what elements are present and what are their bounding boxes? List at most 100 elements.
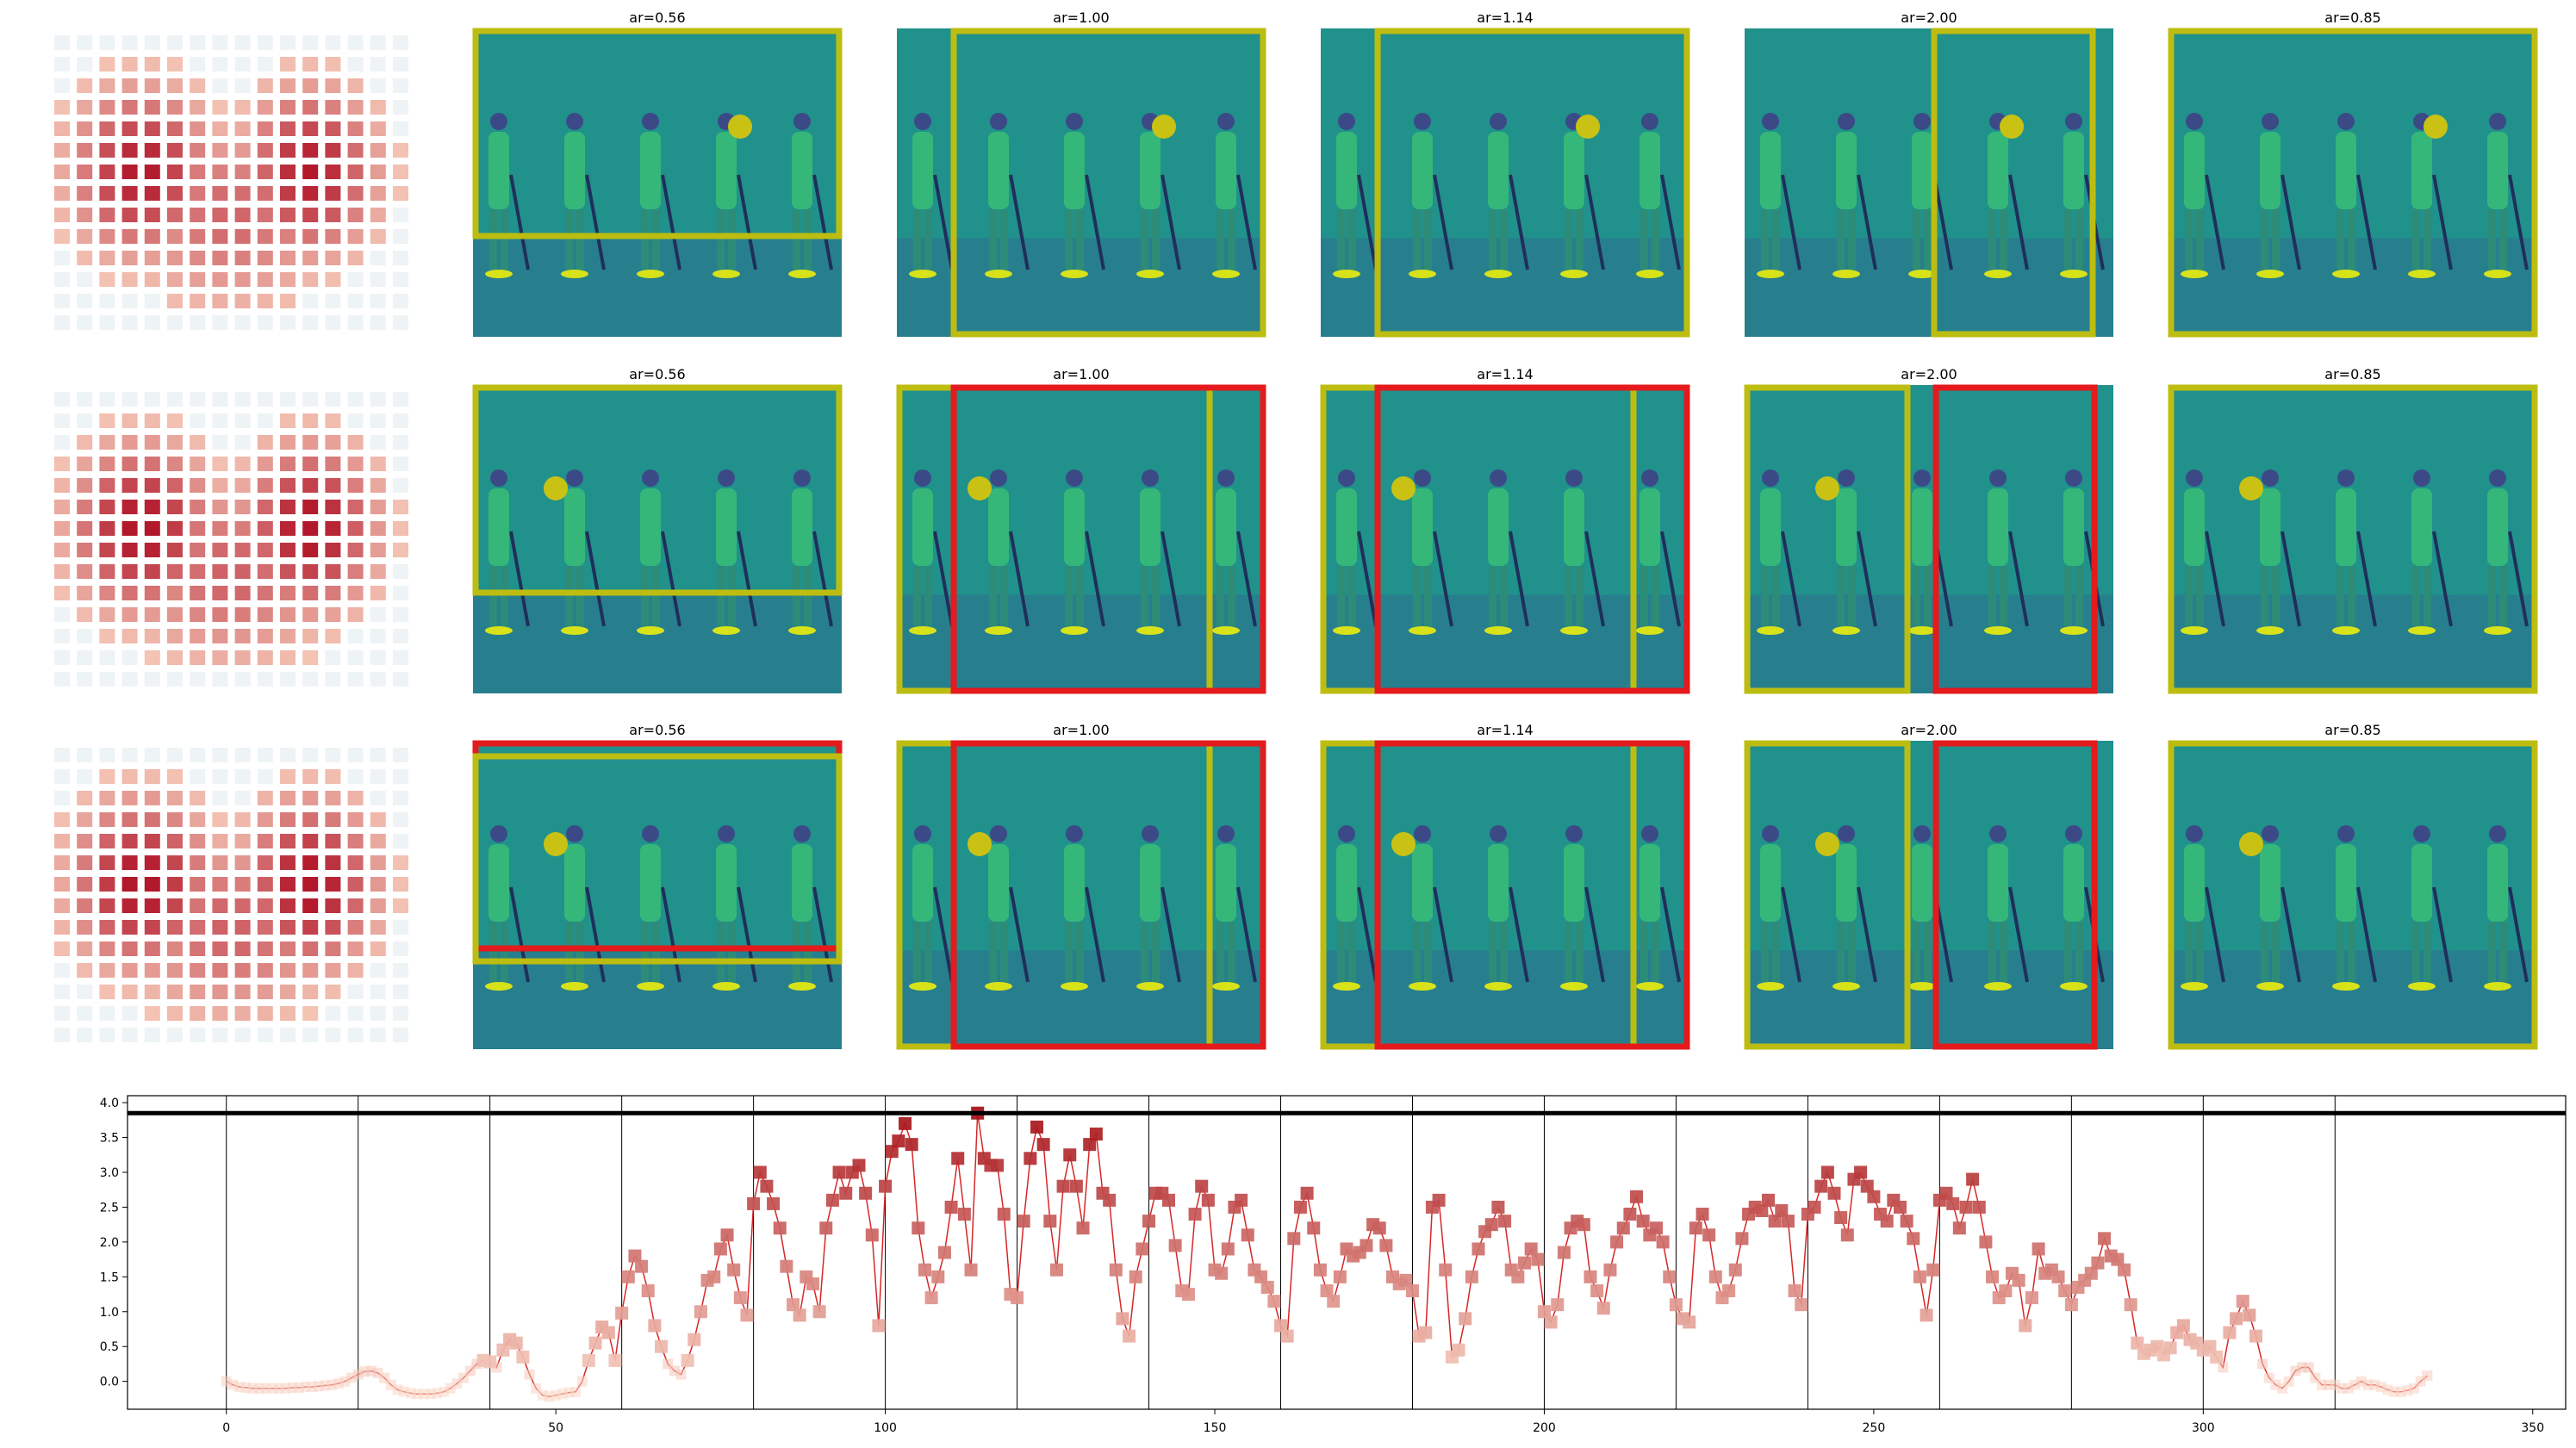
image-panel: ar=2.00 bbox=[1745, 366, 2113, 693]
heatmap-cell bbox=[302, 208, 318, 222]
heatmap-cell bbox=[258, 294, 273, 308]
heatmap-cell bbox=[54, 748, 70, 762]
heatmap-cell bbox=[325, 229, 340, 244]
data-point bbox=[642, 1284, 655, 1297]
player-body bbox=[1064, 488, 1085, 566]
data-point bbox=[819, 1221, 832, 1234]
heatmap-cell bbox=[145, 791, 160, 805]
player-body bbox=[1140, 132, 1160, 209]
heatmap-cell bbox=[122, 942, 138, 956]
heatmap-cell bbox=[77, 143, 92, 158]
player-leg bbox=[2196, 209, 2204, 270]
data-point bbox=[622, 1271, 635, 1283]
player-head bbox=[1217, 825, 1235, 842]
data-point bbox=[905, 1138, 918, 1151]
heatmap-cell bbox=[280, 877, 296, 892]
heatmap-cell bbox=[280, 942, 296, 956]
heatmap-cell bbox=[393, 229, 408, 244]
data-point bbox=[688, 1333, 700, 1346]
heatmap-cell bbox=[190, 165, 205, 179]
player-leg bbox=[1913, 922, 1920, 982]
heatmap-cell bbox=[235, 521, 251, 536]
player-body bbox=[2336, 488, 2356, 566]
heatmap-cell bbox=[348, 898, 364, 913]
data-point bbox=[2065, 1298, 2078, 1311]
data-point bbox=[1169, 1239, 1182, 1252]
player-shoes bbox=[788, 270, 816, 278]
heatmap-cell bbox=[145, 478, 160, 493]
heatmap-cell bbox=[77, 413, 92, 428]
heatmap-cell bbox=[258, 500, 273, 514]
heatmap-cell bbox=[370, 208, 386, 222]
player-leg bbox=[1228, 209, 1235, 270]
heatmap-cell bbox=[77, 165, 92, 179]
heatmap-cell bbox=[190, 920, 205, 935]
heatmap-cell bbox=[54, 78, 70, 93]
heatmap-cell bbox=[370, 650, 386, 665]
player-leg bbox=[565, 209, 573, 270]
player-leg bbox=[2412, 922, 2420, 982]
player-shoes bbox=[1136, 270, 1164, 278]
player-body bbox=[1336, 132, 1357, 209]
heatmap-cell bbox=[325, 208, 340, 222]
player-leg bbox=[1348, 566, 1356, 626]
heatmap-cell bbox=[280, 208, 296, 222]
data-point bbox=[806, 1277, 819, 1290]
heatmap-cell bbox=[325, 834, 340, 848]
heatmap-cell bbox=[167, 413, 183, 428]
player-body bbox=[564, 488, 585, 566]
data-point bbox=[1828, 1187, 1841, 1200]
heatmap-cell bbox=[325, 985, 340, 999]
heatmap-cell bbox=[280, 294, 296, 308]
panel-title: ar=1.14 bbox=[1477, 722, 1533, 738]
player-shoes bbox=[561, 626, 588, 635]
heatmap-cell bbox=[99, 435, 115, 450]
heatmap-cell bbox=[77, 1006, 92, 1021]
player-shoes bbox=[712, 982, 740, 991]
player-head bbox=[2489, 469, 2506, 487]
heatmap-cell bbox=[190, 435, 205, 450]
player-head bbox=[2262, 469, 2279, 487]
heatmap-cell bbox=[190, 791, 205, 805]
heatmap-cell bbox=[167, 392, 183, 407]
data-point bbox=[1907, 1232, 1920, 1245]
heatmap-cell bbox=[393, 855, 408, 870]
heatmap-cell bbox=[258, 413, 273, 428]
heatmap-cell bbox=[145, 165, 160, 179]
heatmap-cell bbox=[302, 769, 318, 784]
player-head bbox=[2489, 113, 2506, 130]
player-leg bbox=[1348, 922, 1356, 982]
heatmap-cell bbox=[235, 392, 251, 407]
heatmap-cell bbox=[212, 564, 227, 579]
heatmap-cell bbox=[190, 121, 205, 136]
data-point bbox=[2304, 1362, 2314, 1372]
player-leg bbox=[501, 566, 508, 626]
data-point bbox=[740, 1308, 753, 1321]
heatmap-cell bbox=[348, 920, 364, 935]
player-head bbox=[566, 113, 583, 130]
player-head bbox=[642, 825, 659, 842]
heatmap-cell bbox=[393, 78, 408, 93]
data-point bbox=[1795, 1298, 1808, 1311]
heatmap-cell bbox=[393, 650, 408, 665]
data-point bbox=[1287, 1232, 1300, 1245]
data-point bbox=[1453, 1344, 1465, 1357]
heatmap-cell bbox=[258, 748, 273, 762]
heatmap-cell bbox=[302, 143, 318, 158]
data-point bbox=[1162, 1194, 1175, 1207]
heatmap-cell bbox=[325, 1028, 340, 1042]
y-tick-label: 2.5 bbox=[100, 1201, 119, 1215]
player-body bbox=[1564, 844, 1584, 922]
player-body bbox=[1640, 488, 1660, 566]
player-body bbox=[988, 844, 1009, 922]
data-point bbox=[648, 1319, 661, 1332]
player-body bbox=[1216, 132, 1236, 209]
heatmap-cell bbox=[167, 272, 183, 287]
player-leg bbox=[1337, 566, 1345, 626]
player-leg bbox=[1152, 209, 1160, 270]
heatmap-cell bbox=[302, 672, 318, 687]
heatmap-cell bbox=[370, 229, 386, 244]
y-tick-label: 1.5 bbox=[100, 1271, 119, 1284]
player-shoes bbox=[2256, 626, 2284, 635]
heatmap-cell bbox=[258, 457, 273, 471]
